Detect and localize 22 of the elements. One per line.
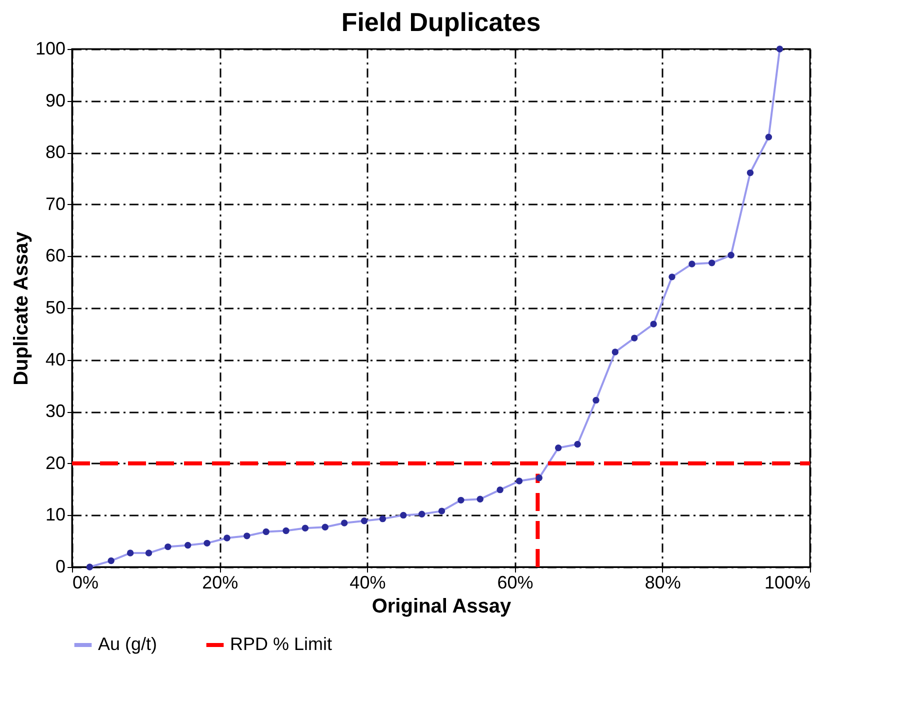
x-tick-label: 60% bbox=[497, 572, 534, 592]
y-tick-label: 60 bbox=[45, 246, 66, 266]
y-tick-label: 0 bbox=[55, 556, 66, 576]
x-tick-label: 100% bbox=[764, 572, 810, 592]
y-tick-label: 50 bbox=[45, 298, 66, 318]
x-tick-label: 80% bbox=[644, 572, 681, 592]
y-tick-label: 70 bbox=[45, 194, 66, 214]
y-tick-label: 80 bbox=[45, 142, 66, 162]
y-axis-title: Duplicate Assay bbox=[10, 230, 32, 386]
y-tick-label: 90 bbox=[45, 90, 66, 110]
x-tick-label: 40% bbox=[350, 572, 386, 592]
legend-label: Au (g/t) bbox=[98, 634, 158, 654]
y-tick-label: 40 bbox=[45, 349, 66, 370]
chart-title: Field Duplicates bbox=[341, 7, 541, 37]
legend-label: RPD % Limit bbox=[230, 634, 332, 654]
y-tick-label: 20 bbox=[45, 452, 66, 473]
y-tick-label: 10 bbox=[45, 504, 66, 525]
y-tick-label: 100 bbox=[35, 38, 66, 58]
x-axis-title: Original Assay bbox=[372, 596, 512, 618]
y-tick-label: 30 bbox=[45, 401, 66, 422]
x-tick-label: 20% bbox=[202, 572, 238, 592]
x-tick-label: 0% bbox=[72, 572, 99, 592]
